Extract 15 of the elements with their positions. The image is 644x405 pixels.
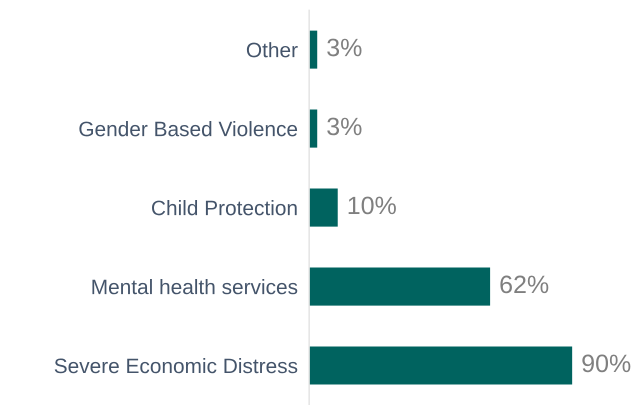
data-label: 10% [348,196,396,214]
data-label: 3% [327,38,362,56]
data-label: 62% [500,276,548,294]
bar [309,108,319,150]
bar [309,266,492,307]
y-tick-label: Mental health services [92,278,298,294]
data-label: 90% [582,354,630,372]
data-label: 3% [327,118,362,136]
bar [309,29,319,70]
y-tick-label: Child Protection [152,200,297,216]
bar [309,187,340,228]
y-tick-label: Gender Based Violence [79,121,298,136]
bar [309,345,574,386]
y-tick-label: Severe Economic Distress [54,358,298,374]
y-tick-label: Other [246,42,298,58]
